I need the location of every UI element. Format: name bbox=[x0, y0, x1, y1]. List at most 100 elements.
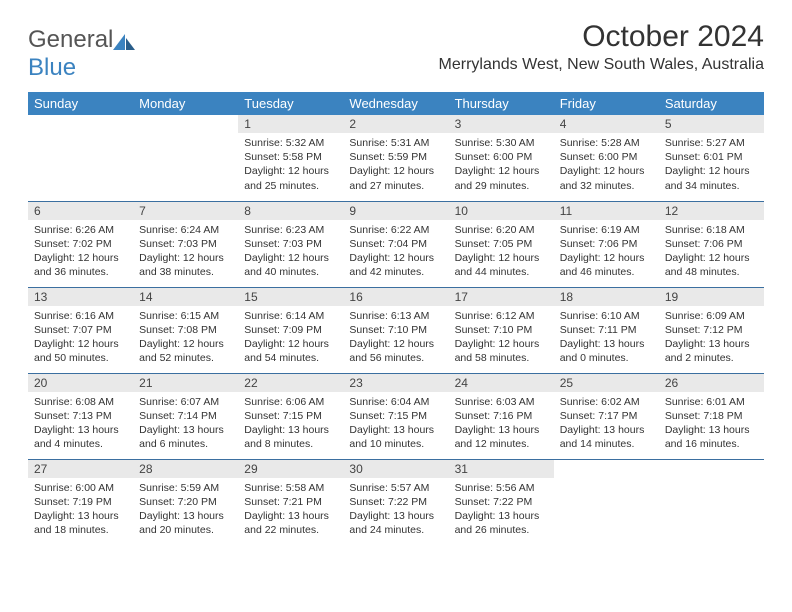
sunrise-text: Sunrise: 6:22 AM bbox=[349, 223, 442, 237]
day-number: 11 bbox=[554, 202, 659, 220]
title-block: October 2024 Merrylands West, New South … bbox=[439, 20, 764, 74]
day-body: Sunrise: 5:27 AMSunset: 6:01 PMDaylight:… bbox=[659, 133, 764, 197]
sunset-text: Sunset: 7:04 PM bbox=[349, 237, 442, 251]
day-number: 22 bbox=[238, 374, 343, 392]
sunset-text: Sunset: 6:00 PM bbox=[560, 150, 653, 164]
daylight-text: Daylight: 12 hours and 56 minutes. bbox=[349, 337, 442, 365]
day-body: Sunrise: 5:30 AMSunset: 6:00 PMDaylight:… bbox=[449, 133, 554, 197]
calendar-day-cell: 23Sunrise: 6:04 AMSunset: 7:15 PMDayligh… bbox=[343, 373, 448, 459]
day-number: 26 bbox=[659, 374, 764, 392]
sunset-text: Sunset: 6:00 PM bbox=[455, 150, 548, 164]
daylight-text: Daylight: 13 hours and 22 minutes. bbox=[244, 509, 337, 537]
sunset-text: Sunset: 7:10 PM bbox=[455, 323, 548, 337]
day-header: Tuesday bbox=[238, 92, 343, 115]
logo-word1: General bbox=[28, 26, 113, 53]
sunrise-text: Sunrise: 5:27 AM bbox=[665, 136, 758, 150]
sunset-text: Sunset: 7:18 PM bbox=[665, 409, 758, 423]
sunset-text: Sunset: 7:06 PM bbox=[665, 237, 758, 251]
calendar-day-cell: 17Sunrise: 6:12 AMSunset: 7:10 PMDayligh… bbox=[449, 287, 554, 373]
calendar-table: SundayMondayTuesdayWednesdayThursdayFrid… bbox=[28, 92, 764, 545]
day-number: 19 bbox=[659, 288, 764, 306]
sunset-text: Sunset: 7:13 PM bbox=[34, 409, 127, 423]
day-number: 13 bbox=[28, 288, 133, 306]
sunrise-text: Sunrise: 6:10 AM bbox=[560, 309, 653, 323]
day-number: 10 bbox=[449, 202, 554, 220]
calendar-day-cell: 6Sunrise: 6:26 AMSunset: 7:02 PMDaylight… bbox=[28, 201, 133, 287]
day-body: Sunrise: 6:22 AMSunset: 7:04 PMDaylight:… bbox=[343, 220, 448, 284]
sunrise-text: Sunrise: 6:18 AM bbox=[665, 223, 758, 237]
sunrise-text: Sunrise: 6:07 AM bbox=[139, 395, 232, 409]
day-number: 1 bbox=[238, 115, 343, 133]
sunset-text: Sunset: 7:15 PM bbox=[244, 409, 337, 423]
calendar-day-cell: 21Sunrise: 6:07 AMSunset: 7:14 PMDayligh… bbox=[133, 373, 238, 459]
calendar-day-cell: 29Sunrise: 5:58 AMSunset: 7:21 PMDayligh… bbox=[238, 459, 343, 545]
calendar-day-cell: 7Sunrise: 6:24 AMSunset: 7:03 PMDaylight… bbox=[133, 201, 238, 287]
day-body: Sunrise: 6:13 AMSunset: 7:10 PMDaylight:… bbox=[343, 306, 448, 370]
calendar-week-row: 13Sunrise: 6:16 AMSunset: 7:07 PMDayligh… bbox=[28, 287, 764, 373]
day-number: 12 bbox=[659, 202, 764, 220]
sunrise-text: Sunrise: 6:14 AM bbox=[244, 309, 337, 323]
sunrise-text: Sunrise: 6:01 AM bbox=[665, 395, 758, 409]
sunset-text: Sunset: 7:15 PM bbox=[349, 409, 442, 423]
sunrise-text: Sunrise: 5:32 AM bbox=[244, 136, 337, 150]
day-body: Sunrise: 6:18 AMSunset: 7:06 PMDaylight:… bbox=[659, 220, 764, 284]
daylight-text: Daylight: 12 hours and 40 minutes. bbox=[244, 251, 337, 279]
sunrise-text: Sunrise: 6:19 AM bbox=[560, 223, 653, 237]
day-number: 15 bbox=[238, 288, 343, 306]
daylight-text: Daylight: 13 hours and 20 minutes. bbox=[139, 509, 232, 537]
sunset-text: Sunset: 7:22 PM bbox=[455, 495, 548, 509]
day-number: 27 bbox=[28, 460, 133, 478]
calendar-empty-cell bbox=[659, 459, 764, 545]
daylight-text: Daylight: 12 hours and 48 minutes. bbox=[665, 251, 758, 279]
daylight-text: Daylight: 12 hours and 44 minutes. bbox=[455, 251, 548, 279]
day-body: Sunrise: 5:58 AMSunset: 7:21 PMDaylight:… bbox=[238, 478, 343, 542]
day-body: Sunrise: 6:06 AMSunset: 7:15 PMDaylight:… bbox=[238, 392, 343, 456]
day-body: Sunrise: 6:02 AMSunset: 7:17 PMDaylight:… bbox=[554, 392, 659, 456]
day-body: Sunrise: 6:07 AMSunset: 7:14 PMDaylight:… bbox=[133, 392, 238, 456]
day-body: Sunrise: 6:01 AMSunset: 7:18 PMDaylight:… bbox=[659, 392, 764, 456]
sunrise-text: Sunrise: 6:00 AM bbox=[34, 481, 127, 495]
calendar-week-row: 1 Sunrise: 5:32 AMSunset: 5:58 PM Daylight… bbox=[28, 115, 764, 201]
sunrise-text: Sunrise: 6:26 AM bbox=[34, 223, 127, 237]
day-number: 31 bbox=[449, 460, 554, 478]
daylight-text: Daylight: 13 hours and 6 minutes. bbox=[139, 423, 232, 451]
sunrise-text: Sunrise: 5:59 AM bbox=[139, 481, 232, 495]
sunset-text: Sunset: 5:58 PM bbox=[244, 150, 337, 164]
day-number: 2 bbox=[343, 115, 448, 133]
sunrise-text: Sunrise: 6:06 AM bbox=[244, 395, 337, 409]
calendar-day-cell: 19Sunrise: 6:09 AMSunset: 7:12 PMDayligh… bbox=[659, 287, 764, 373]
day-number: 4 bbox=[554, 115, 659, 133]
sunset-text: Sunset: 7:07 PM bbox=[34, 323, 127, 337]
calendar-day-cell: 30Sunrise: 5:57 AMSunset: 7:22 PMDayligh… bbox=[343, 459, 448, 545]
calendar-day-cell: 11Sunrise: 6:19 AMSunset: 7:06 PMDayligh… bbox=[554, 201, 659, 287]
day-body: Sunrise: 6:19 AMSunset: 7:06 PMDaylight:… bbox=[554, 220, 659, 284]
day-body: Sunrise: 5:28 AMSunset: 6:00 PMDaylight:… bbox=[554, 133, 659, 197]
daylight-text: Daylight: 13 hours and 4 minutes. bbox=[34, 423, 127, 451]
sunrise-text: Sunrise: 6:03 AM bbox=[455, 395, 548, 409]
sunrise-text: Sunrise: 5:30 AM bbox=[455, 136, 548, 150]
day-number: 3 bbox=[449, 115, 554, 133]
daylight-text: Daylight: 12 hours and 34 minutes. bbox=[665, 164, 758, 192]
daylight-text: Daylight: 12 hours and 42 minutes. bbox=[349, 251, 442, 279]
calendar-day-cell: 20Sunrise: 6:08 AMSunset: 7:13 PMDayligh… bbox=[28, 373, 133, 459]
logo: General Blue bbox=[28, 26, 137, 82]
sunrise-text: Sunrise: 5:28 AM bbox=[560, 136, 653, 150]
sunrise-text: Sunrise: 6:23 AM bbox=[244, 223, 337, 237]
day-header: Thursday bbox=[449, 92, 554, 115]
day-body: Sunrise: 6:04 AMSunset: 7:15 PMDaylight:… bbox=[343, 392, 448, 456]
day-number: 28 bbox=[133, 460, 238, 478]
day-number: 24 bbox=[449, 374, 554, 392]
day-body: Sunrise: 6:26 AMSunset: 7:02 PMDaylight:… bbox=[28, 220, 133, 284]
daylight-text: Daylight: 13 hours and 8 minutes. bbox=[244, 423, 337, 451]
day-body: Sunrise: 6:24 AMSunset: 7:03 PMDaylight:… bbox=[133, 220, 238, 284]
day-number: 21 bbox=[133, 374, 238, 392]
calendar-week-row: 6Sunrise: 6:26 AMSunset: 7:02 PMDaylight… bbox=[28, 201, 764, 287]
daylight-text: Daylight: 12 hours and 32 minutes. bbox=[560, 164, 653, 192]
calendar-day-cell: 14Sunrise: 6:15 AMSunset: 7:08 PMDayligh… bbox=[133, 287, 238, 373]
sunrise-text: Sunrise: 5:31 AM bbox=[349, 136, 442, 150]
sunset-text: Sunset: 7:08 PM bbox=[139, 323, 232, 337]
day-body: Sunrise: 6:08 AMSunset: 7:13 PMDaylight:… bbox=[28, 392, 133, 456]
calendar-day-cell: 4Sunrise: 5:28 AMSunset: 6:00 PMDaylight… bbox=[554, 115, 659, 201]
calendar-empty-cell bbox=[133, 115, 238, 201]
day-body: Sunrise: 5:56 AMSunset: 7:22 PMDaylight:… bbox=[449, 478, 554, 542]
